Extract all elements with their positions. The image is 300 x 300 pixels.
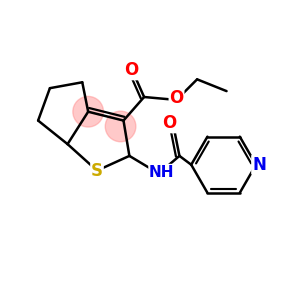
Text: S: S [91, 162, 103, 180]
Circle shape [105, 111, 136, 142]
Text: O: O [169, 89, 184, 107]
Text: N: N [252, 156, 266, 174]
Text: O: O [124, 61, 138, 80]
Circle shape [73, 96, 103, 127]
Text: O: O [162, 115, 176, 133]
Text: NH: NH [149, 165, 175, 180]
